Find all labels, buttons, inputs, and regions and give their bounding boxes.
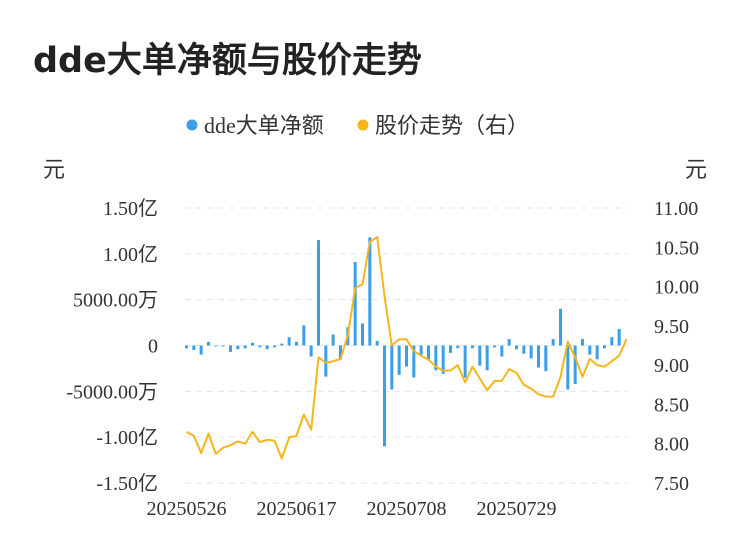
bar (449, 345, 452, 353)
bar (265, 345, 269, 350)
right-tick-label: 11.00 (654, 198, 698, 220)
bar (361, 323, 364, 346)
bar (588, 345, 592, 355)
legend-marker-1[interactable] (186, 119, 198, 131)
bar (368, 237, 372, 346)
bar (397, 345, 401, 375)
bar (566, 345, 570, 390)
right-tick-label: 7.50 (654, 473, 689, 495)
bar (559, 308, 562, 346)
bar (302, 325, 306, 346)
bar (207, 341, 210, 346)
bar (529, 345, 533, 359)
bar (324, 345, 328, 377)
left-axis-unit: 元 (43, 157, 65, 182)
bar (515, 345, 518, 350)
bar (243, 345, 247, 349)
bar (192, 345, 196, 351)
bar (507, 339, 511, 346)
chart-title: dde大单净额与股价走势 (33, 41, 422, 81)
bar (595, 345, 599, 360)
bar (537, 345, 540, 368)
bar (221, 345, 225, 347)
bar (287, 337, 291, 346)
bar (273, 345, 276, 348)
bar (214, 345, 218, 347)
bar-series (185, 237, 621, 447)
bar (383, 345, 386, 447)
right-tick-label: 10.00 (654, 277, 699, 299)
bar (412, 345, 416, 378)
x-tick-label: 20250526 (147, 498, 227, 520)
bar (441, 345, 445, 374)
right-tick-label: 9.00 (654, 355, 689, 377)
line-series (186, 236, 628, 460)
right-tick-label: 9.50 (654, 316, 689, 338)
bar (251, 342, 254, 346)
right-axis-unit: 元 (685, 157, 707, 182)
bar (185, 345, 188, 349)
bar (573, 345, 577, 384)
bar (603, 345, 606, 349)
left-tick-label: 0 (148, 336, 158, 358)
bar (493, 345, 496, 348)
x-tick-label: 20250617 (257, 498, 337, 520)
bar (309, 345, 313, 357)
bar (339, 345, 342, 360)
left-tick-label: 5000.00万 (73, 290, 158, 312)
bar (331, 334, 335, 346)
bar (280, 343, 284, 346)
price-line (186, 236, 628, 460)
right-tick-label: 10.50 (654, 237, 699, 259)
right-tick-label: 8.00 (654, 434, 689, 456)
bar (478, 345, 482, 366)
bar (236, 345, 240, 350)
bar (427, 345, 430, 360)
left-tick-label: -1.00亿 (96, 426, 158, 449)
left-tick-label: -5000.00万 (66, 381, 158, 403)
x-tick-label: 20250708 (367, 498, 447, 520)
bar (471, 345, 474, 349)
x-tick-label: 20250729 (477, 498, 557, 520)
left-axis-ticks: 1.50亿 1.00亿 5000.00万 0 -5000.00万 -1.00亿 -1.50亿 (66, 197, 158, 495)
bar (229, 345, 232, 352)
bar (581, 339, 584, 346)
left-tick-label: 1.00亿 (103, 243, 158, 266)
bar (456, 345, 460, 349)
bar (485, 345, 489, 371)
bar (375, 340, 379, 346)
bar (463, 345, 467, 378)
bar (353, 262, 357, 346)
left-tick-label: -1.50亿 (96, 472, 158, 495)
legend-label-1[interactable]: dde大单净额 (204, 113, 324, 138)
x-axis-ticks: 20250526 20250617 20250708 20250729 (147, 498, 557, 520)
bar (295, 341, 298, 346)
bar (544, 345, 548, 372)
left-tick-label: 1.50亿 (103, 197, 158, 220)
bar (610, 337, 614, 346)
legend-label-2[interactable]: 股价走势（右） (375, 113, 529, 138)
bar (419, 345, 423, 355)
bar (199, 345, 203, 355)
bar (258, 345, 262, 348)
bar (390, 345, 394, 390)
bar (434, 345, 438, 371)
right-tick-label: 8.50 (654, 394, 689, 416)
bar (522, 345, 526, 354)
bar (617, 329, 621, 346)
legend[interactable]: dde大单净额 股价走势（右） (186, 113, 530, 138)
bar (500, 345, 504, 357)
bar (317, 240, 320, 346)
bar (405, 345, 408, 367)
bar (551, 339, 555, 346)
right-axis-ticks: 11.00 10.50 10.00 9.50 9.00 8.50 8.00 7.50 (654, 198, 699, 495)
legend-marker-2[interactable] (357, 119, 369, 131)
